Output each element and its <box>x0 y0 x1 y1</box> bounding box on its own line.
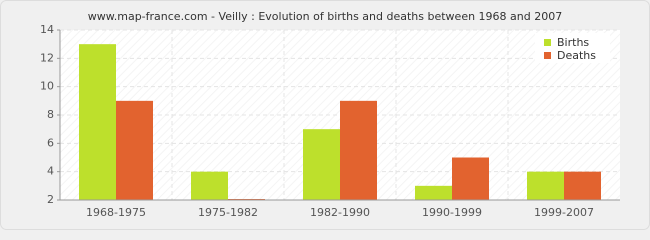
y-tick-label: 8 <box>47 108 54 121</box>
y-tick-label: 14 <box>40 23 54 36</box>
legend-swatch <box>544 52 551 59</box>
legend-label: Births <box>557 36 589 49</box>
y-tick-label: 2 <box>47 193 54 206</box>
bar <box>452 157 489 200</box>
bar <box>340 100 377 200</box>
chart-title: www.map-france.com - Veilly : Evolution … <box>88 10 562 23</box>
y-tick-label: 6 <box>47 136 54 149</box>
legend-label: Deaths <box>557 49 596 62</box>
x-tick-label: 1999-2007 <box>534 206 594 219</box>
legend-swatch <box>544 39 551 46</box>
y-tick-label: 4 <box>47 165 54 178</box>
x-tick-label: 1968-1975 <box>86 206 146 219</box>
bar <box>303 129 340 200</box>
bar <box>564 171 601 200</box>
y-tick-label: 10 <box>40 80 54 93</box>
x-tick-label: 1982-1990 <box>310 206 370 219</box>
bar <box>415 185 452 200</box>
x-tick-label: 1975-1982 <box>198 206 258 219</box>
bar <box>191 171 228 200</box>
bar <box>527 171 564 200</box>
bar <box>116 100 153 200</box>
chart: www.map-france.com - Veilly : Evolution … <box>0 0 650 230</box>
y-tick-label: 12 <box>40 51 54 64</box>
x-tick-label: 1990-1999 <box>422 206 482 219</box>
bar <box>79 44 116 200</box>
